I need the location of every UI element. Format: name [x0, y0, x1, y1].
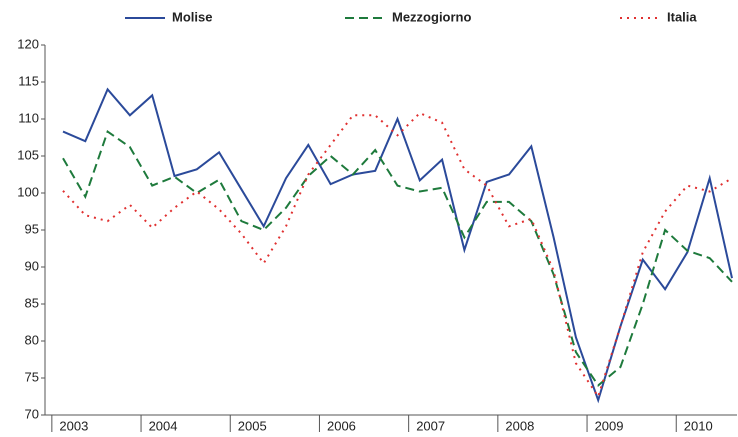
y-tick-label: 120 [17, 36, 39, 51]
x-tick-label: 2010 [684, 418, 713, 433]
x-tick-label: 2003 [59, 418, 88, 433]
series-line [62, 130, 733, 387]
x-tick-label: 2006 [327, 418, 356, 433]
y-tick-label: 75 [25, 369, 39, 384]
y-tick-label: 110 [18, 110, 39, 125]
series-line [62, 87, 733, 404]
legend-label: Italia [667, 9, 697, 24]
x-tick-label: 2005 [238, 418, 267, 433]
y-tick-label: 105 [17, 147, 39, 162]
y-tick-label: 70 [25, 406, 39, 421]
y-tick-label: 95 [25, 221, 39, 236]
y-tick-label: 80 [25, 332, 39, 347]
y-tick-label: 115 [18, 73, 39, 88]
legend-label: Molise [172, 9, 212, 24]
y-tick-label: 100 [17, 184, 39, 199]
y-tick-label: 90 [25, 258, 39, 273]
y-tick-label: 85 [25, 295, 39, 310]
x-tick-label: 2008 [505, 418, 534, 433]
x-tick-label: 2007 [416, 418, 445, 433]
series-line [62, 111, 733, 399]
legend-label: Mezzogiorno [392, 9, 471, 24]
x-tick-label: 2009 [595, 418, 624, 433]
x-tick-label: 2004 [149, 418, 178, 433]
